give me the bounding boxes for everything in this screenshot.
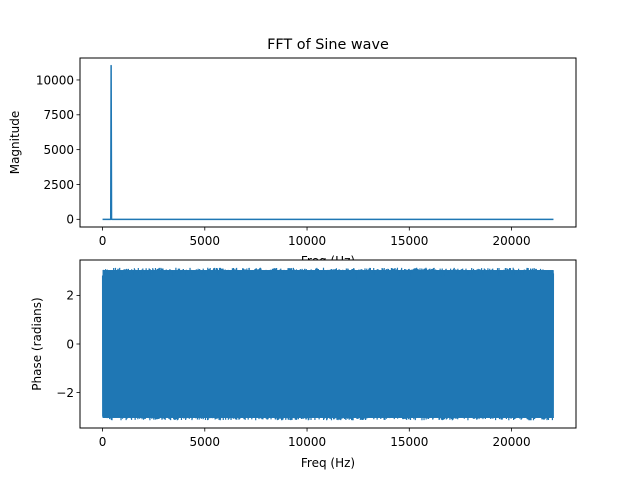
magnitude-y-axis-label: Magnitude xyxy=(8,111,22,175)
magnitude-plot-area xyxy=(102,64,554,221)
y-tick-label: 5000 xyxy=(43,143,74,157)
x-tick-label: 20000 xyxy=(492,435,530,449)
magnitude-axes: FFT of Sine wave 0 5000 10000 15000 20000 0 2… xyxy=(8,37,577,268)
y-tick-label: 0 xyxy=(66,213,74,227)
x-tick-label: 10000 xyxy=(288,435,326,449)
x-tick-label: 15000 xyxy=(390,234,428,248)
phase-axes: 0 5000 10000 15000 20000 −2 0 2 Freq (Hz) Phas… xyxy=(30,259,577,470)
y-tick-label: 10000 xyxy=(36,73,74,87)
phase-series-line xyxy=(101,267,555,421)
y-tick-label: 0 xyxy=(66,337,74,351)
x-tick-label: 20000 xyxy=(492,234,530,248)
x-tick-label: 0 xyxy=(99,435,107,449)
phase-plot-area xyxy=(101,267,555,421)
phase-x-ticks: 0 5000 10000 15000 20000 xyxy=(99,428,531,449)
phase-x-axis-label: Freq (Hz) xyxy=(301,456,355,470)
phase-y-axis-label: Phase (radians) xyxy=(30,297,44,390)
magnitude-chart-title: FFT of Sine wave xyxy=(267,37,389,53)
y-tick-label: 2500 xyxy=(43,178,74,192)
magnitude-series-line xyxy=(102,64,554,221)
y-tick-label: −2 xyxy=(56,386,74,400)
magnitude-y-ticks: 0 2500 5000 7500 10000 xyxy=(36,73,80,227)
x-tick-label: 5000 xyxy=(190,234,221,248)
x-tick-label: 10000 xyxy=(288,234,326,248)
x-tick-label: 15000 xyxy=(390,435,428,449)
phase-y-ticks: −2 0 2 xyxy=(56,289,80,400)
y-tick-label: 7500 xyxy=(43,108,74,122)
x-tick-label: 5000 xyxy=(190,435,221,449)
magnitude-x-ticks: 0 5000 10000 15000 20000 xyxy=(99,227,531,248)
y-tick-label: 2 xyxy=(66,289,74,303)
x-tick-label: 0 xyxy=(99,234,107,248)
magnitude-axes-frame xyxy=(79,57,577,228)
